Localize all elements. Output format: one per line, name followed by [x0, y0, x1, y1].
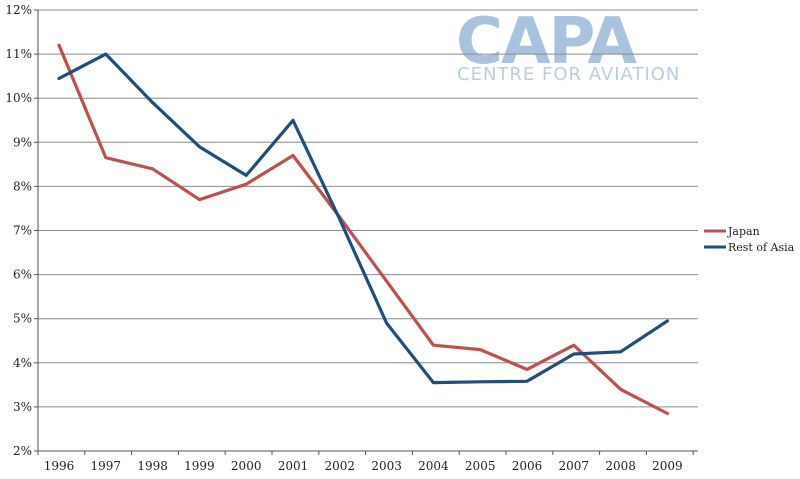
capa-logo-text: CAPA — [456, 5, 638, 79]
x-tick-label: 1998 — [137, 459, 168, 473]
x-tick-label: 2009 — [652, 459, 683, 473]
y-tick-label: 7% — [13, 224, 32, 238]
x-tick-label: 2002 — [325, 459, 356, 473]
y-tick-label: 6% — [13, 268, 32, 282]
legend: Japan Rest of Asia — [704, 225, 795, 254]
axes — [34, 9, 698, 455]
y-tick-label: 3% — [13, 400, 32, 414]
capa-logo-subtitle: CENTRE FOR AVIATION — [457, 64, 680, 85]
x-axis-ticks: 1996 1997 1998 1999 2000 2001 2002 2003 2004 2005… — [44, 459, 683, 473]
y-tick-label: 12% — [5, 3, 32, 17]
y-tick-label: 11% — [5, 47, 32, 61]
x-tick-label: 2005 — [465, 459, 496, 473]
x-tick-label: 2006 — [512, 459, 543, 473]
x-tick-label: 1997 — [91, 459, 122, 473]
capa-logo: CAPA CENTRE FOR AVIATION — [456, 5, 680, 85]
series-lines — [57, 43, 670, 416]
y-tick-label: 10% — [5, 91, 32, 105]
legend-label-rest-of-asia: Rest of Asia — [728, 241, 795, 254]
x-tick-label: 2007 — [559, 459, 590, 473]
y-tick-label: 9% — [13, 135, 32, 149]
x-tick-label: 2001 — [278, 459, 309, 473]
y-tick-label: 5% — [13, 312, 32, 326]
x-tick-label: 1999 — [184, 459, 215, 473]
x-tick-label: 2003 — [371, 459, 402, 473]
x-tick-label: 2004 — [418, 459, 449, 473]
y-axis-ticks: 2% 3% 4% 5% 6% 7% 8% 9% 10% 11% 12% — [5, 3, 32, 458]
x-tick-label: 2008 — [605, 459, 636, 473]
y-tick-label: 4% — [13, 356, 32, 370]
y-tick-label: 2% — [13, 444, 32, 458]
legend-label-japan: Japan — [727, 225, 760, 238]
series-line-rest-of-asia — [57, 52, 670, 385]
x-tick-label: 1996 — [44, 459, 75, 473]
y-tick-label: 8% — [13, 179, 32, 193]
x-tick-label: 2000 — [231, 459, 262, 473]
series-line-japan — [57, 43, 670, 416]
